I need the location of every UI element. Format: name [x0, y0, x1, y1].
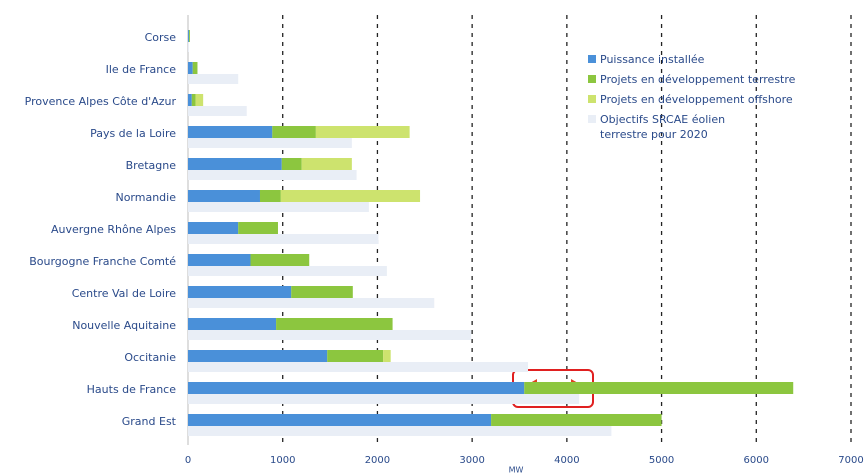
bar-segment: [188, 30, 189, 42]
y-tick-label: Grand Est: [122, 415, 177, 428]
bar-segment: [315, 126, 410, 138]
y-tick-label: Hauts de France: [87, 383, 177, 396]
x-tick-label: 5000: [649, 455, 674, 466]
legend-entry: Projets en développement offshore: [588, 92, 830, 107]
y-tick-label: Bourgogne Franche Comté: [29, 255, 176, 268]
target-bar: [188, 202, 369, 212]
bar-segment: [250, 254, 310, 266]
legend: Puissance installée Projets en développem…: [588, 52, 830, 147]
target-bar: [188, 170, 357, 180]
legend-swatch: [588, 75, 596, 83]
target-bar: [188, 362, 529, 372]
target-bar: [188, 234, 379, 244]
x-tick-label: 0: [185, 455, 191, 466]
legend-swatch: [588, 95, 596, 103]
bar-segment: [491, 414, 662, 426]
legend-swatch: [588, 55, 596, 63]
bar-segment: [195, 94, 204, 106]
legend-entry: Projets en développement terrestre: [588, 72, 830, 87]
bar-segment: [188, 62, 193, 74]
bar-segment: [188, 30, 190, 42]
bar-segment: [188, 222, 239, 234]
bar-segment: [188, 254, 251, 266]
legend-label: Projets en développement terrestre: [600, 73, 796, 86]
legend-entry: Puissance installée: [588, 52, 830, 67]
bar-segment: [188, 158, 282, 170]
legend-entry: Objectifs SRCAE éolien terrestre pour 20…: [588, 112, 830, 142]
bar-segment: [188, 414, 492, 426]
target-bar: [188, 266, 387, 276]
x-tick-label: 6000: [744, 455, 769, 466]
legend-label: Objectifs SRCAE éolien terrestre pour 20…: [600, 113, 726, 141]
y-tick-label: Occitanie: [124, 351, 176, 364]
y-tick-label: Nouvelle Aquitaine: [72, 319, 176, 332]
target-bar: [188, 426, 612, 436]
target-bar: [188, 330, 472, 340]
bar-segment: [192, 62, 198, 74]
y-tick-label: Provence Alpes Côte d'Azur: [25, 95, 177, 108]
bar-segment: [524, 382, 794, 394]
bar-segment: [188, 286, 292, 298]
y-tick-label: Normandie: [115, 191, 176, 204]
x-tick-label: 4000: [554, 455, 579, 466]
bar-segment: [383, 350, 391, 362]
x-tick-label: 7000: [838, 455, 863, 466]
target-bar: [188, 298, 435, 308]
bar-segment: [188, 318, 277, 330]
legend-swatch: [588, 115, 596, 123]
x-tick-label: 3000: [459, 455, 484, 466]
bar-segment: [280, 190, 421, 202]
y-tick-label: Auvergne Rhône Alpes: [51, 223, 176, 236]
target-bar: [188, 42, 189, 52]
target-bar: [188, 138, 352, 148]
bar-segment: [238, 222, 278, 234]
bar-segment: [191, 94, 196, 106]
bar-segment: [276, 318, 393, 330]
target-bar: [188, 394, 580, 404]
bar-segment: [272, 126, 316, 138]
bar-segment: [301, 158, 352, 170]
legend-label: Puissance installée: [600, 53, 705, 66]
y-tick-label: Corse: [145, 31, 177, 44]
legend-label: Projets en développement offshore: [600, 93, 793, 106]
bar-segment: [188, 382, 525, 394]
target-bar: [188, 106, 247, 116]
bar-segment: [188, 190, 260, 202]
x-axis-label: MW: [509, 466, 524, 473]
target-bar: [188, 74, 239, 84]
y-tick-label: Centre Val de Loire: [72, 287, 176, 300]
y-tick-label: Pays de la Loire: [90, 127, 176, 140]
bar-segment: [188, 94, 192, 106]
y-tick-label: Bretagne: [126, 159, 177, 172]
bar-segment: [259, 190, 281, 202]
bar-segment: [188, 350, 328, 362]
bar-segment: [188, 126, 273, 138]
bar-segment: [291, 286, 353, 298]
bar-segment: [327, 350, 384, 362]
x-tick-label: 2000: [365, 455, 390, 466]
bar-segment: [281, 158, 302, 170]
x-tick-label: 1000: [270, 455, 295, 466]
y-tick-label: Ile de France: [106, 63, 177, 76]
